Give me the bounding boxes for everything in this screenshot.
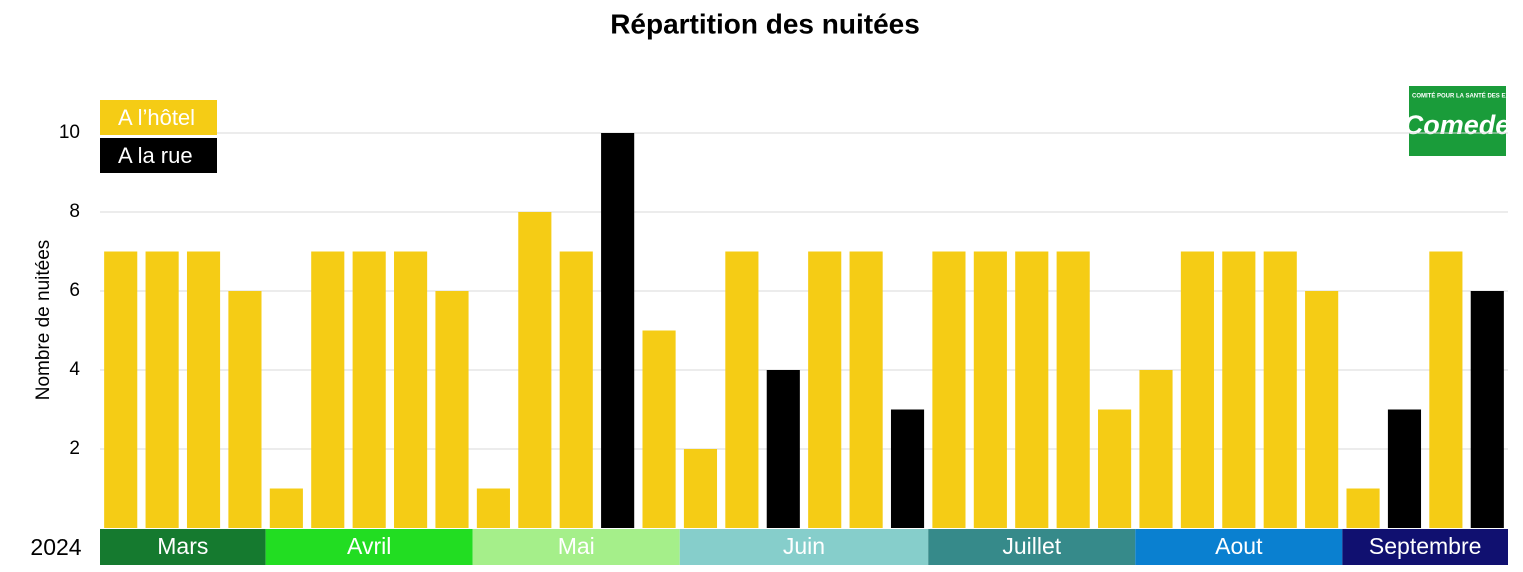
month-band [265, 529, 473, 565]
bar [1263, 251, 1297, 528]
month-label: Juillet [1002, 533, 1061, 559]
month-label: Aout [1215, 533, 1263, 559]
bar [518, 212, 552, 528]
bar [1139, 370, 1173, 528]
bar [186, 251, 221, 528]
bar [1305, 291, 1339, 528]
month-label: Avril [347, 533, 391, 559]
month-band [1135, 529, 1343, 565]
bar [1056, 251, 1090, 528]
bar [476, 488, 510, 528]
month-band [1342, 529, 1508, 565]
y-tick-label: 4 [69, 359, 80, 380]
bar [683, 449, 718, 528]
bar [1098, 409, 1132, 528]
y-tick-label: 10 [59, 122, 80, 143]
logo-box [1409, 86, 1506, 156]
legend-swatch [100, 100, 217, 135]
year-label: 2024 [30, 534, 81, 560]
bar [1387, 409, 1422, 528]
logo-name: Comede [1404, 110, 1511, 140]
bar [1429, 251, 1463, 528]
bar [1346, 488, 1380, 528]
bar [1470, 291, 1504, 528]
legend-label: A l’hôtel [118, 105, 195, 130]
bar [890, 409, 925, 528]
bar [104, 251, 138, 528]
bar [394, 251, 428, 528]
bar [642, 330, 676, 528]
y-tick-label: 6 [69, 280, 80, 301]
bar [725, 251, 759, 528]
logo-caption: COMITÉ POUR LA SANTÉ DES EXILÉ·E·S [1412, 92, 1523, 100]
bar [766, 370, 800, 528]
month-band [472, 529, 680, 565]
bar [1222, 251, 1256, 528]
bar [311, 251, 345, 528]
y-axis-label: Nombre de nuitées [33, 240, 54, 401]
bar [435, 291, 469, 528]
bar [601, 133, 635, 528]
bar [808, 251, 842, 528]
logo: COMITÉ POUR LA SANTÉ DES EXILÉ·E·S Comed… [1404, 86, 1523, 156]
month-label: Septembre [1369, 533, 1482, 559]
bar [269, 488, 303, 528]
bar [559, 251, 593, 528]
chart-title: Répartition des nuitées [610, 8, 920, 39]
month-label: Mai [558, 533, 595, 559]
legend-label: A la rue [118, 143, 193, 168]
legend-swatch [100, 138, 217, 173]
bar [352, 251, 386, 528]
month-label: Juin [783, 533, 825, 559]
bar [973, 251, 1007, 528]
month-label: Mars [157, 533, 208, 559]
month-band [100, 529, 266, 565]
month-band [928, 529, 1136, 565]
bar [145, 251, 179, 528]
bar [1180, 251, 1214, 528]
bar [932, 251, 966, 528]
y-tick-label: 8 [69, 201, 80, 222]
bar [228, 291, 262, 528]
month-band [679, 529, 929, 565]
bar [849, 251, 883, 528]
bar [1015, 251, 1049, 528]
y-tick-label: 2 [69, 438, 80, 459]
